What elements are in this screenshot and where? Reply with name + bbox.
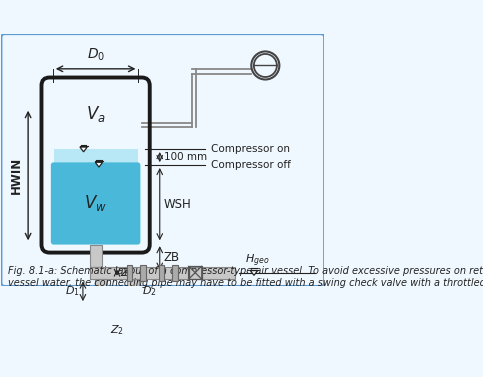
Polygon shape [250, 271, 257, 275]
Text: Fig. 8.1-a: Schematic layout of a compressor-type air vessel. To avoid excessive: Fig. 8.1-a: Schematic layout of a compre… [8, 266, 483, 288]
Bar [90, 245, 101, 267]
Bar [127, 279, 139, 304]
Polygon shape [95, 162, 102, 167]
Text: $H_{geo}$: $H_{geo}$ [245, 253, 270, 269]
FancyBboxPatch shape [1, 34, 324, 286]
Text: Compressor off: Compressor off [211, 160, 290, 170]
Text: $D_2$: $D_2$ [142, 285, 157, 298]
Bar [127, 265, 132, 280]
Text: WSH: WSH [164, 198, 192, 211]
Polygon shape [195, 266, 202, 279]
Polygon shape [80, 147, 87, 152]
Text: $D_0$: $D_0$ [86, 47, 105, 63]
Polygon shape [112, 299, 117, 310]
Text: HWIN: HWIN [10, 157, 23, 194]
Polygon shape [117, 299, 122, 310]
Bar [90, 267, 235, 279]
Bar [188, 266, 202, 279]
Bar [159, 265, 164, 280]
Bar [54, 149, 138, 165]
Text: 100 mm: 100 mm [164, 152, 207, 162]
Text: $Z_1$: $Z_1$ [120, 266, 134, 279]
Text: $D_1$: $D_1$ [65, 285, 80, 298]
Text: ZB: ZB [164, 251, 180, 264]
Bar [90, 267, 101, 279]
Bar [172, 265, 178, 280]
FancyBboxPatch shape [51, 162, 141, 245]
Polygon shape [188, 266, 195, 279]
Text: $Z_2$: $Z_2$ [110, 323, 124, 337]
Bar [141, 265, 146, 280]
Text: Compressor on: Compressor on [211, 144, 289, 154]
Bar [95, 279, 107, 304]
Text: $V_w$: $V_w$ [84, 193, 107, 213]
Text: $V_a$: $V_a$ [86, 104, 105, 124]
Bar [95, 298, 139, 310]
